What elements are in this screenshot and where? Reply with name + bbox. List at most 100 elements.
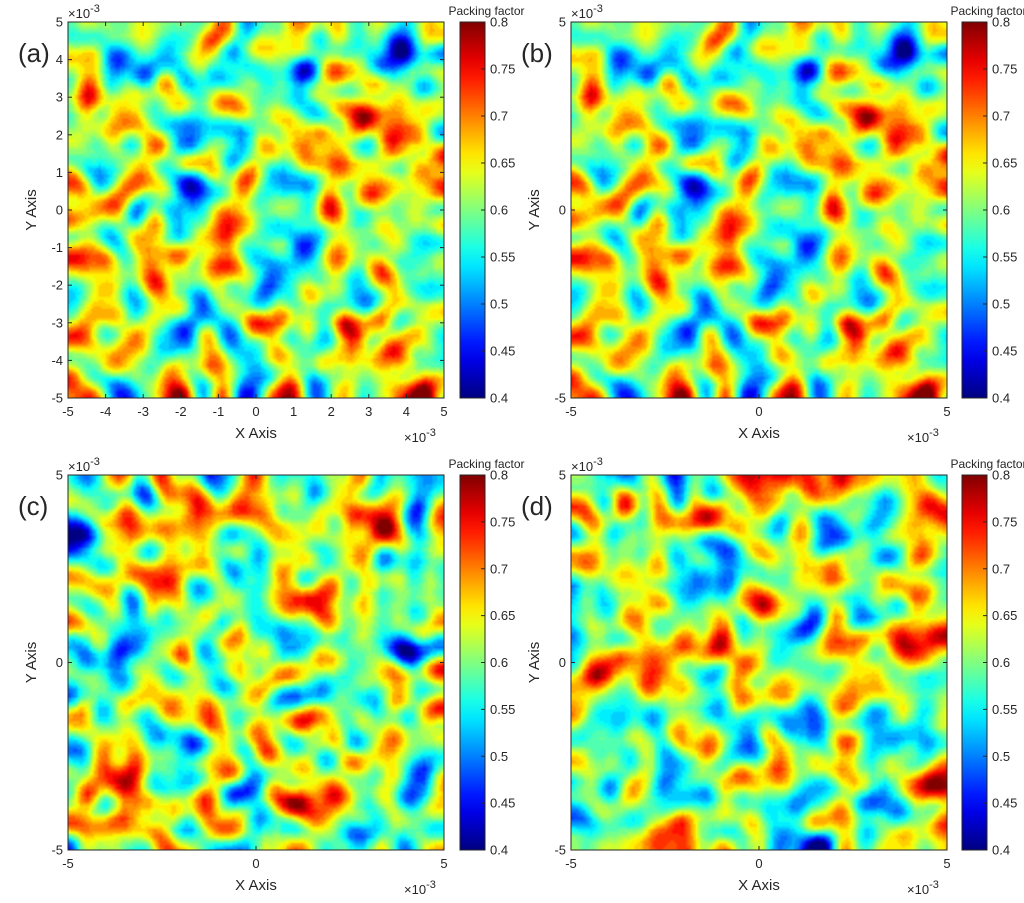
y-tick-label: -5 [51,843,63,858]
x-tick-label: 4 [403,404,410,419]
x-tick-label: 2 [328,404,335,419]
panel-label: (c) [18,491,48,521]
colorbar-tick-label: 0.8 [490,468,508,483]
x-tick-label: 5 [440,856,447,871]
y-tick-label: 0 [559,655,566,670]
colorbar-tick-label: 0.45 [490,344,515,359]
y-tick-label: -3 [51,315,63,330]
x-tick-label: 0 [252,856,259,871]
y-tick-label: -2 [51,278,63,293]
y-tick-label: 0 [559,203,566,218]
colorbar-tick-label: 0.7 [490,109,508,124]
colorbar-tick-label: 0.55 [490,702,515,717]
colorbar-tick-label: 0.7 [490,561,508,576]
y-tick-label: 5 [56,15,63,30]
panel-4: -5 0 5 -5 0 5 X Axis Y Axis ×10-3 ×10-3 (d) 0.4 0.45… [521,456,1024,897]
colorbar-tick-label: 0.7 [992,561,1010,576]
colorbar-tick-label: 0.8 [992,468,1010,483]
x-tick-label: -3 [137,404,149,419]
colorbar-tick-label: 0.5 [490,749,508,764]
y-tick-label: -1 [51,240,63,255]
colorbar-tick-label: 0.4 [490,391,508,406]
panel-1: -5 -4 -3 -2 -1 0 1 2 3 4 5 -5 -4 -3 -2 -1 0 1 2 3 4 5 X Axis Y … [18,3,525,445]
y-axis-label: Y Axis [526,642,543,683]
y-tick-label: 2 [56,127,63,142]
panel-3: -5 0 5 -5 0 5 X Axis Y Axis ×10-3 ×10-3 (c) 0.4 0.45… [18,456,525,897]
x-tick-label: 0 [755,404,762,419]
y-tick-label: 3 [56,90,63,105]
y-tick-label: -5 [51,391,63,406]
colorbar-tick-label: 0.4 [490,843,508,858]
colorbar-tick-label: 0.6 [992,203,1010,218]
colorbar-tick-label: 0.5 [992,749,1010,764]
colorbar-tick-label: 0.5 [992,297,1010,312]
y-exponent-label: ×10-3 [571,456,603,474]
colorbar-title: Packing factor [950,457,1024,471]
x-tick-label: -5 [62,856,74,871]
colorbar-title: Packing factor [448,457,524,471]
y-tick-label: 0 [56,203,63,218]
x-axis-label: X Axis [235,877,277,894]
colorbar-tick-label: 0.7 [992,109,1010,124]
x-tick-label: 5 [943,856,950,871]
y-tick-label: 0 [56,655,63,670]
colorbar-tick-label: 0.8 [992,15,1010,30]
y-exponent-label: ×10-3 [68,3,100,21]
y-tick-label: 5 [56,468,63,483]
colorbar-tick-label: 0.65 [992,608,1017,623]
heatmap-4 [571,475,947,850]
colorbar-tick-label: 0.45 [490,796,515,811]
x-exponent-label: ×10-3 [907,427,939,445]
x-axis-label: X Axis [738,425,780,442]
y-tick-label: -5 [554,391,566,406]
colorbar-tick-label: 0.6 [490,655,508,670]
colorbar-tick-label: 0.45 [992,796,1017,811]
x-tick-label: -5 [565,404,577,419]
colorbar-title: Packing factor [950,4,1024,18]
y-tick-label: 5 [559,15,566,30]
x-tick-label: -5 [62,404,74,419]
colorbar-tick-label: 0.75 [992,62,1017,77]
colorbar-title: Packing factor [448,4,524,18]
colorbar-1 [459,21,486,399]
y-axis-label: Y Axis [23,642,40,683]
y-tick-label: -5 [554,843,566,858]
heatmap-3 [68,475,444,850]
x-exponent-label: ×10-3 [907,879,939,897]
heatmap-2 [571,22,947,398]
colorbar-tick-label: 0.8 [490,15,508,30]
panel-2: -5 0 5 -5 0 5 X Axis Y Axis ×10-3 ×10-3 (b) 0.4 0.45… [521,3,1024,445]
x-tick-label: 5 [440,404,447,419]
colorbar-tick-label: 0.65 [992,156,1017,171]
colorbar-tick-label: 0.55 [992,250,1017,265]
panel-label: (b) [521,38,553,68]
x-axis-label: X Axis [235,425,277,442]
x-exponent-label: ×10-3 [404,879,436,897]
y-axis-label: Y Axis [526,189,543,230]
x-tick-label: 5 [943,404,950,419]
x-axis-label: X Axis [738,877,780,894]
colorbar-tick-label: 0.75 [490,62,515,77]
colorbar-tick-label: 0.5 [490,297,508,312]
colorbar-tick-label: 0.4 [992,391,1010,406]
colorbar-tick-label: 0.6 [992,655,1010,670]
y-tick-label: 5 [559,468,566,483]
colorbar-tick-label: 0.75 [490,514,515,529]
x-tick-label: 0 [252,404,259,419]
x-exponent-label: ×10-3 [404,427,436,445]
y-tick-label: 4 [56,52,63,67]
colorbar-tick-label: 0.65 [490,608,515,623]
colorbar-tick-label: 0.4 [992,843,1010,858]
x-tick-label: 0 [755,856,762,871]
panel-label: (d) [521,491,553,521]
colorbar-tick-label: 0.55 [490,250,515,265]
x-tick-label: 3 [365,404,372,419]
y-tick-label: -4 [51,353,63,368]
y-exponent-label: ×10-3 [68,456,100,474]
y-tick-label: 1 [56,165,63,180]
x-tick-label: -4 [100,404,112,419]
panel-label: (a) [18,38,50,68]
colorbar-tick-label: 0.55 [992,702,1017,717]
colorbar-3 [459,474,486,851]
